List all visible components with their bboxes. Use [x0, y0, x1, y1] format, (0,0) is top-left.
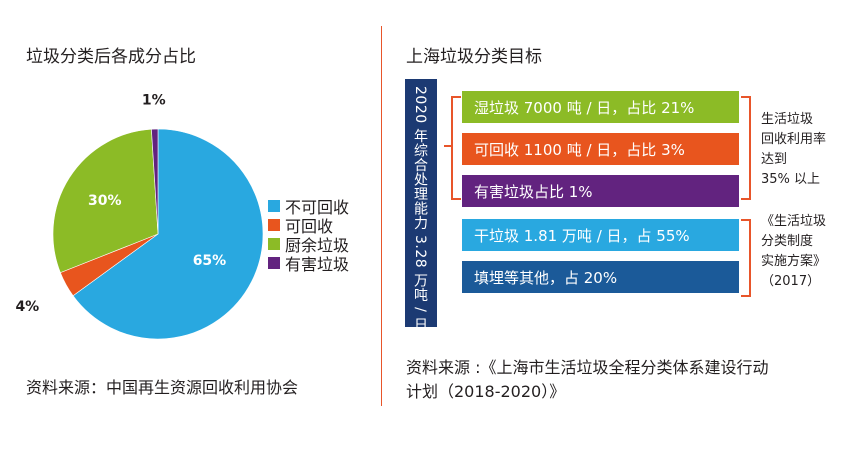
right-source-line1: 资料来源 :《上海市生活垃圾全程分类体系建设行动	[406, 358, 769, 377]
left-bracket	[451, 96, 461, 200]
right-panel-title: 上海垃圾分类目标	[406, 47, 542, 67]
legend-label: 厨余垃圾	[285, 235, 350, 255]
capacity-bar: 2020 年综合处理能力 3.28 万吨 / 日	[405, 79, 437, 332]
legend-label: 不可回收	[285, 197, 350, 217]
target-bar: 可回收 1100 吨 / 日，占比 3%	[462, 133, 739, 165]
left-source: 资料来源：中国再生资源回收利用协会	[26, 378, 299, 397]
legend-item: 厨余垃圾	[268, 234, 350, 255]
pie-slice-有害垃圾	[151, 128, 159, 235]
pie-legend: 不可回收 可回收 厨余垃圾 有害垃圾	[268, 196, 350, 274]
pie-slice-不可回收	[72, 128, 264, 340]
pie-data-label: 4%	[15, 299, 39, 315]
recycling-note: 生活垃圾 回收利用率 达到 35% 以上	[761, 110, 826, 190]
legend-swatch	[268, 218, 280, 231]
note-line: （2017）	[761, 274, 821, 289]
note-line: 《生活垃圾	[761, 214, 827, 229]
legend-swatch	[268, 256, 280, 269]
pie-data-label: 65%	[193, 253, 227, 269]
target-bar: 有害垃圾占比 1%	[462, 175, 739, 207]
target-bar: 湿垃圾 7000 吨 / 日，占比 21%	[462, 91, 739, 123]
capacity-label: 2020 年综合处理能力 3.28 万吨 / 日	[412, 86, 428, 332]
legend-swatch	[268, 237, 280, 250]
target-bar: 干垃圾 1.81 万吨 / 日，占 55%	[462, 219, 739, 251]
pie-data-label: 1%	[142, 93, 166, 109]
panel-divider	[381, 26, 382, 406]
right-source-line2: 计划（2018-2020）》	[406, 382, 566, 401]
pie-slice-厨余垃圾	[52, 128, 159, 274]
note-line: 实施方案》	[761, 254, 827, 269]
target-bar: 填埋等其他，占 20%	[462, 261, 739, 293]
legend-item: 不可回收	[268, 196, 350, 217]
right-bracket-top	[741, 96, 751, 200]
note-line: 达到	[761, 152, 788, 167]
legend-label: 有害垃圾	[285, 254, 350, 274]
left-bracket-tick	[444, 145, 451, 147]
plan-note: 《生活垃圾 分类制度 实施方案》 （2017）	[761, 212, 826, 292]
note-line: 回收利用率	[761, 132, 827, 147]
left-chart-title: 垃圾分类后各成分占比	[26, 47, 196, 67]
note-line: 分类制度	[761, 234, 814, 249]
note-line: 35% 以上	[761, 172, 821, 187]
legend-item: 可回收	[268, 215, 349, 236]
legend-swatch	[268, 199, 280, 212]
right-bracket-bottom	[741, 219, 751, 297]
legend-label: 可回收	[285, 216, 334, 236]
note-line: 生活垃圾	[761, 112, 814, 127]
pie-data-label: 30%	[88, 193, 122, 209]
legend-item: 有害垃圾	[268, 253, 350, 274]
